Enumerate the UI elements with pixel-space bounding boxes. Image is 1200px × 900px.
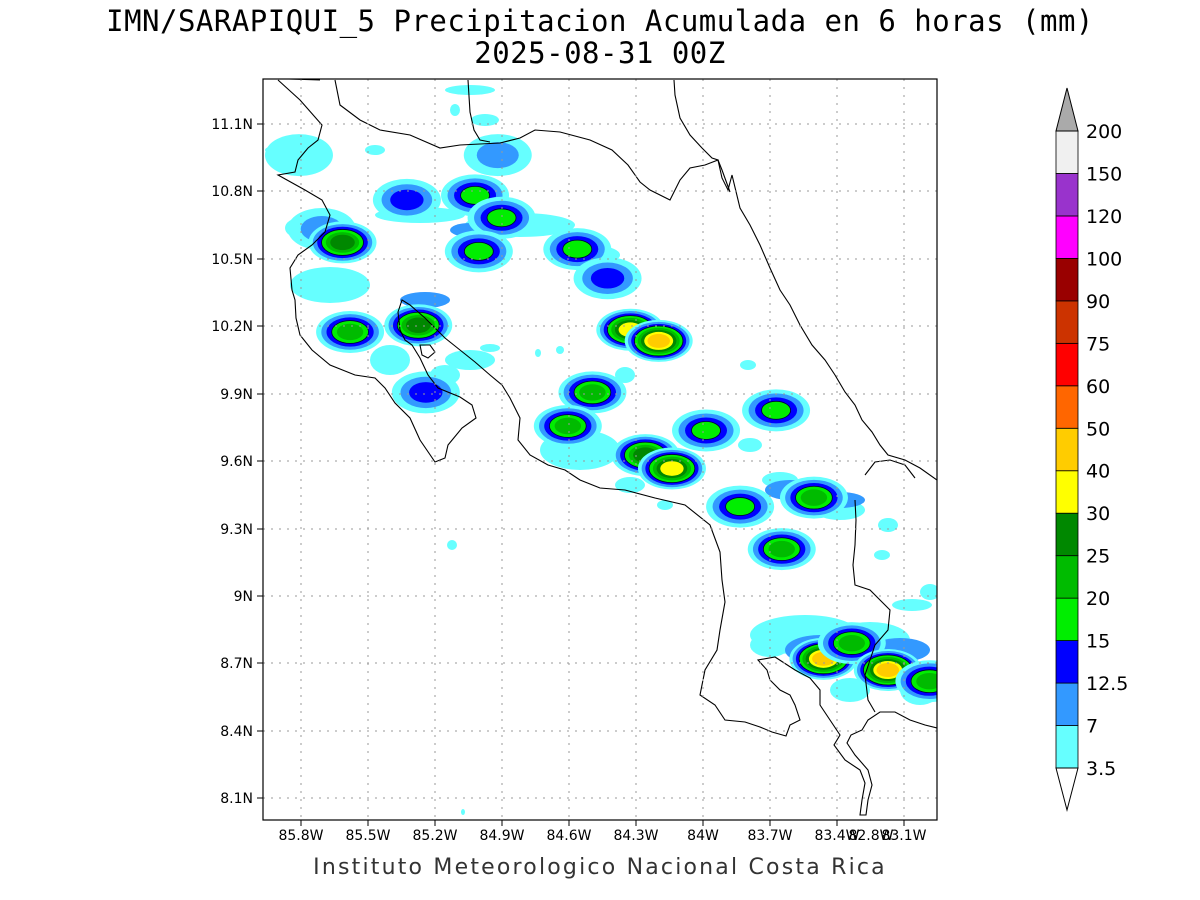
- colorbar-label: 3.5: [1086, 758, 1116, 780]
- colorbar-swatch: [1055, 215, 1079, 259]
- colorbar-swatch: [1055, 300, 1079, 344]
- precip-contour: [761, 400, 791, 420]
- lon-tick-label: 85.8W: [278, 828, 323, 844]
- colorbar-swatch: [1055, 257, 1079, 302]
- precipitation-cells: [264, 134, 937, 703]
- lat-tick-label: 9.3N: [220, 522, 253, 538]
- colorbar-label: 30: [1086, 503, 1110, 525]
- precip-contour: [562, 239, 593, 259]
- map-grid: [263, 79, 937, 820]
- footer-credit: Instituto Meteorologico Nacional Costa R…: [313, 855, 887, 880]
- precip-contour: [409, 382, 443, 403]
- colorbar-label: 120: [1086, 206, 1122, 228]
- precip-contour: [476, 142, 519, 169]
- colorbar-upper-arrow: [1055, 87, 1079, 132]
- axis-ticks: [257, 123, 905, 826]
- precip-contour: [876, 663, 900, 678]
- colorbar-label: 50: [1086, 418, 1110, 440]
- precip-contour: [916, 673, 937, 690]
- coastlines-and-borders: [273, 79, 937, 816]
- colorbar-label: 75: [1086, 333, 1110, 355]
- colorbar-label: 100: [1086, 248, 1122, 270]
- precipitation-colorbar: 3.5 7 12.5 15 20 25 30 40 50 60 75 90 100 120 150 200: [1055, 87, 1128, 812]
- lat-tick-label: 10.5N: [211, 252, 253, 268]
- map-subtitle-datetime: 2025-08-31 00Z: [474, 36, 726, 70]
- lat-tick-label: 8.4N: [220, 724, 253, 740]
- lon-tick-label: 84.6W: [546, 828, 591, 844]
- colorbar-label: 150: [1086, 163, 1122, 185]
- longitude-labels: 85.8W 85.5W 85.2W 84.9W 84.6W 84.3W 84W …: [278, 828, 926, 844]
- colorbar-label: 15: [1086, 631, 1110, 653]
- precip-contour: [460, 186, 490, 205]
- precip-contour: [800, 489, 828, 506]
- lat-tick-label: 9.9N: [220, 387, 253, 403]
- colorbar-swatch: [1055, 725, 1079, 769]
- precipitation-layer: [264, 85, 937, 815]
- lat-tick-label: 9N: [234, 589, 253, 605]
- lon-tick-label: 82.8W: [848, 828, 893, 844]
- lon-tick-label: 83.1W: [881, 828, 926, 844]
- precip-contour: [647, 333, 670, 348]
- precip-contour: [330, 234, 355, 251]
- latitude-labels: 11.1N 10.8N 10.5N 10.2N 9.9N 9.6N 9.3N 9…: [211, 117, 253, 807]
- precip-contour: [725, 497, 756, 516]
- colorbar-swatch: [1055, 597, 1079, 642]
- lon-tick-label: 83.4W: [814, 828, 859, 844]
- precip-contour: [579, 384, 606, 401]
- colorbar-swatch: [1055, 173, 1079, 217]
- lat-tick-label: 11.1N: [211, 117, 253, 133]
- colorbar-swatch: [1055, 385, 1079, 429]
- lat-tick-label: 8.7N: [220, 656, 253, 672]
- precip-contour: [405, 317, 431, 333]
- map-title: IMN/SARAPIQUI_5 Precipitacion Acumulada …: [106, 4, 1094, 38]
- colorbar-swatch: [1055, 130, 1079, 174]
- colorbar-swatch: [1055, 512, 1079, 557]
- lon-tick-label: 83.7W: [747, 828, 792, 844]
- precip-contour: [590, 267, 625, 289]
- lat-tick-label: 10.8N: [211, 184, 253, 200]
- colorbar-label: 25: [1086, 546, 1110, 568]
- colorbar-label: 7: [1086, 716, 1098, 738]
- precip-contour: [660, 461, 684, 476]
- light-rain-speckles: [265, 85, 937, 815]
- precip-contour: [838, 634, 866, 652]
- colorbar-swatch: [1055, 470, 1079, 514]
- precip-contour: [768, 540, 795, 558]
- colorbar-swatch: [1055, 427, 1079, 472]
- lon-tick-label: 84.3W: [613, 828, 658, 844]
- colorbar-label: 200: [1086, 121, 1122, 143]
- colorbar-lower-arrow: [1055, 767, 1079, 812]
- colorbar-swatch: [1055, 640, 1079, 684]
- colorbar-label: 90: [1086, 291, 1110, 313]
- precip-contour: [264, 134, 333, 177]
- lon-tick-label: 84.9W: [479, 828, 524, 844]
- lon-tick-label: 84W: [687, 828, 719, 844]
- precip-contour: [336, 323, 364, 341]
- colorbar-swatch: [1055, 682, 1079, 726]
- precip-contour: [463, 241, 494, 261]
- precip-contour: [390, 189, 424, 211]
- colorbar-swatch: [1055, 555, 1079, 599]
- lat-tick-label: 10.2N: [211, 319, 253, 335]
- lon-tick-label: 85.5W: [345, 828, 390, 844]
- lat-tick-label: 9.6N: [220, 454, 253, 470]
- lon-tick-label: 85.2W: [412, 828, 457, 844]
- precip-contour: [554, 417, 582, 435]
- colorbar-labels: 3.5 7 12.5 15 20 25 30 40 50 60 75 90 100 120 150 200: [1086, 121, 1128, 780]
- colorbar-label: 40: [1086, 461, 1110, 483]
- precip-contour: [691, 421, 721, 440]
- colorbar-label: 60: [1086, 376, 1110, 398]
- map-frame: [262, 78, 938, 821]
- colorbar-label: 20: [1086, 588, 1110, 610]
- colorbar-swatches: [1055, 130, 1079, 769]
- lat-tick-label: 8.1N: [220, 791, 253, 807]
- colorbar-label: 12.5: [1086, 673, 1128, 695]
- colorbar-swatch: [1055, 342, 1079, 387]
